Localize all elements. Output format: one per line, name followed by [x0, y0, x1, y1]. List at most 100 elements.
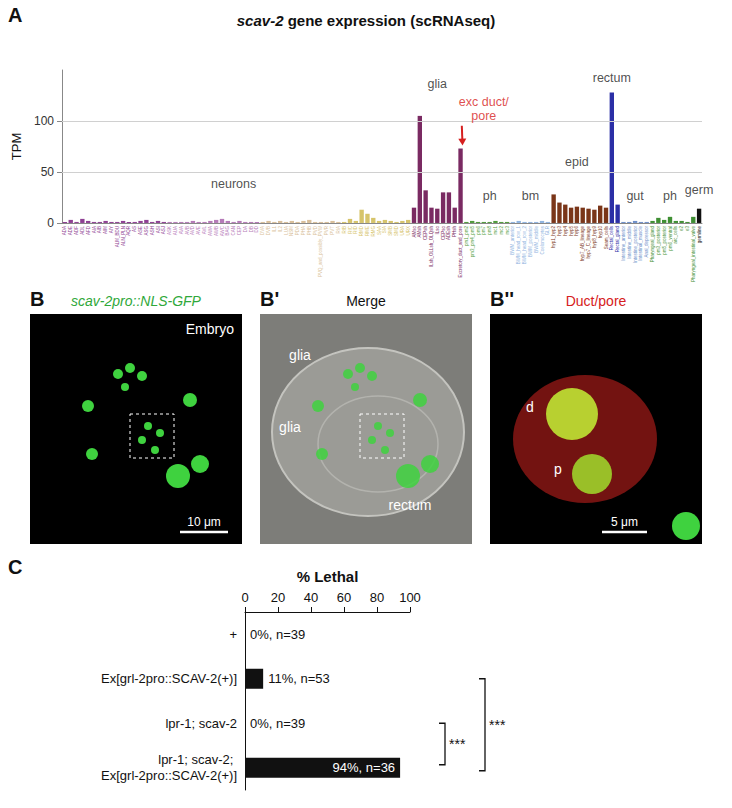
svg-text:arc_cells: arc_cells	[673, 225, 678, 244]
svg-text:URA: URA	[400, 226, 405, 236]
svg-text:mc3: mc3	[505, 225, 510, 234]
svg-text:Duct/pore: Duct/pore	[566, 293, 627, 309]
svg-text:Embryo: Embryo	[186, 321, 234, 337]
svg-text:ASK: ASK	[167, 226, 172, 235]
svg-text:PDA: PDA	[295, 226, 300, 235]
svg-text:ASI: ASI	[156, 226, 161, 233]
svg-text:hyp7_C_lineage: hyp7_C_lineage	[586, 225, 591, 258]
svg-text:p: p	[554, 461, 562, 477]
svg-text:AVB: AVB	[185, 226, 190, 235]
svg-text:AIY: AIY	[109, 226, 114, 233]
svg-text:PVT: PVT	[330, 226, 335, 235]
svg-text:mc2: mc2	[499, 225, 504, 234]
svg-text:PVD: PVD	[313, 225, 318, 235]
svg-text:ADEsh: ADEsh	[446, 225, 451, 240]
svg-text:SMB: SMB	[388, 226, 393, 236]
svg-text:0: 0	[241, 590, 248, 605]
svg-text:***: ***	[489, 717, 506, 733]
svg-text:RMG: RMG	[371, 225, 376, 236]
svg-text:AWC: AWC	[220, 225, 225, 236]
svg-text:hyp7_AB_lineage: hyp7_AB_lineage	[580, 225, 585, 261]
svg-text:GLR: GLR	[545, 225, 550, 235]
svg-text:hyp4: hyp4	[563, 225, 568, 235]
svg-text:pm8: pm8	[487, 225, 492, 234]
svg-text:ASJ: ASJ	[161, 226, 166, 234]
svg-text:Excretory_duct_and_pore: Excretory_duct_and_pore	[458, 225, 463, 277]
svg-text:Pharyngeal_intestinal_valve: Pharyngeal_intestinal_valve	[691, 225, 696, 282]
svg-text:bm: bm	[522, 189, 539, 203]
svg-text:DA: DA	[243, 226, 248, 232]
svg-text:hyp3: hyp3	[557, 225, 562, 235]
svg-text:Merge: Merge	[346, 293, 386, 309]
svg-text:BAG: BAG	[225, 225, 230, 235]
svg-text:e2: e2	[679, 225, 684, 231]
svg-text:% Lethal: % Lethal	[297, 568, 359, 585]
svg-text:5 μm: 5 μm	[611, 515, 638, 529]
svg-text:Seam_cells: Seam_cells	[604, 225, 609, 249]
svg-text:Intestine_middle: Intestine_middle	[627, 225, 632, 258]
svg-text:hyp10: hyp10	[598, 225, 603, 238]
svg-text:PHA: PHA	[301, 226, 306, 235]
svg-text:e3: e3	[685, 225, 690, 231]
svg-text:CEPsh: CEPsh	[423, 225, 428, 240]
svg-text:BWM_head_row_2: BWM_head_row_2	[522, 225, 527, 264]
svg-text:AVE: AVE	[196, 226, 201, 235]
svg-text:scav-2pro::NLS-GFP: scav-2pro::NLS-GFP	[71, 293, 202, 309]
svg-text:BWM_posterior: BWM_posterior	[528, 225, 533, 257]
svg-text:rectum: rectum	[593, 71, 631, 85]
svg-text:PVQ_and_possibly_PVW: PVQ_and_possibly_PVW	[318, 225, 323, 277]
svg-text:Coelomocytes: Coelomocytes	[540, 225, 545, 254]
svg-text:AWA: AWA	[208, 226, 213, 236]
svg-text:AVD: AVD	[190, 225, 195, 235]
svg-text:AIM: AIM	[103, 226, 108, 234]
svg-text:RIB: RIB	[342, 226, 347, 234]
svg-text:80: 80	[370, 590, 384, 605]
svg-text:AUA: AUA	[173, 226, 178, 235]
svg-text:ADA: ADA	[62, 226, 67, 235]
svg-text:scav-2: scav-2	[237, 12, 284, 29]
svg-text:germline: germline	[697, 225, 702, 243]
svg-text:AFD: AFD	[86, 225, 91, 235]
svg-text:URX: URX	[406, 226, 411, 236]
svg-text:Intestine_anterior: Intestine_anterior	[621, 225, 626, 260]
svg-text:0: 0	[47, 216, 54, 230]
svg-text:epid: epid	[565, 155, 589, 169]
svg-text:B: B	[30, 288, 44, 310]
svg-text:RIC: RIC	[348, 225, 353, 234]
svg-text:ADF: ADF	[74, 226, 79, 235]
svg-text:CEPso: CEPso	[441, 225, 446, 240]
svg-text:RID: RID	[353, 225, 358, 234]
svg-text:ASE: ASE	[138, 226, 143, 235]
svg-text:RIA: RIA	[336, 226, 341, 234]
svg-text:60: 60	[337, 590, 351, 605]
svg-text:AMsh: AMsh	[417, 225, 422, 237]
svg-text:AIA: AIA	[92, 226, 97, 233]
svg-text:AWB: AWB	[214, 226, 219, 236]
svg-text:pm6: pm6	[476, 225, 481, 234]
svg-text:hyp1_hyp2: hyp1_hyp2	[551, 225, 556, 248]
svg-text:10 μm: 10 μm	[187, 515, 221, 529]
svg-text:ILso: ILso	[435, 225, 440, 234]
svg-text:SAA: SAA	[377, 226, 382, 235]
svg-text:rectum: rectum	[389, 497, 432, 513]
svg-text:LUA: LUA	[284, 226, 289, 235]
svg-text:100: 100	[34, 114, 54, 128]
svg-text:20: 20	[271, 590, 285, 605]
svg-text:NSM: NSM	[289, 226, 294, 236]
svg-text:hyp5: hyp5	[569, 225, 574, 235]
svg-text:glia: glia	[428, 77, 448, 91]
svg-text:Anal_depressor: Anal_depressor	[644, 225, 649, 257]
svg-text:pm3_pm4_pm5: pm3_pm4_pm5	[470, 225, 475, 257]
svg-text:ALN_PLN: ALN_PLN	[121, 226, 126, 246]
svg-text:d: d	[526, 399, 534, 415]
svg-text:SIA: SIA	[382, 226, 387, 233]
svg-text:RMD: RMD	[359, 225, 364, 236]
svg-text:gut: gut	[626, 189, 644, 203]
svg-text:Rectal_cells: Rectal_cells	[609, 225, 614, 250]
svg-text:lpr-1; scav-2;: lpr-1; scav-2;	[158, 752, 237, 767]
svg-text:lpr-1; scav-2: lpr-1; scav-2	[165, 716, 237, 731]
svg-text:11%, n=53: 11%, n=53	[268, 671, 330, 686]
svg-text:***: ***	[449, 736, 466, 752]
svg-text:40: 40	[304, 590, 318, 605]
svg-text:pm6_ventral: pm6_ventral	[668, 226, 673, 251]
